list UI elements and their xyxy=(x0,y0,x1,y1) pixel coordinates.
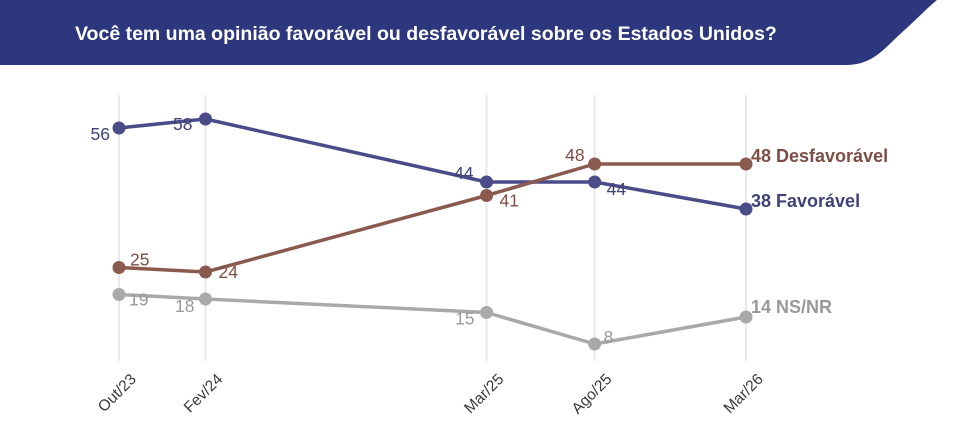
value-label-ns-nr: 18 xyxy=(175,296,194,316)
x-tick-label: Fev/24 xyxy=(181,371,227,417)
x-axis-labels: Out/23 Fev/24 Mar/25 Ago/25 Mar/26 xyxy=(95,371,767,418)
series-end-label-favor-vel: 38 Favorável xyxy=(751,191,860,211)
series-desfavor-vel: 25 24 41 48 48 Desfavorável xyxy=(112,145,888,282)
data-point-ns-nr xyxy=(112,288,126,301)
gridlines xyxy=(118,95,747,361)
value-label-favor-vel: 56 xyxy=(91,124,110,144)
value-label-favor-vel: 44 xyxy=(607,179,627,199)
data-point-ns-nr xyxy=(739,310,753,324)
x-tick-label: Mar/26 xyxy=(721,371,767,417)
value-label-favor-vel: 44 xyxy=(454,163,474,183)
page-title: Você tem uma opinião favorável ou desfav… xyxy=(75,23,777,45)
data-point-desfavor-vel xyxy=(480,189,494,202)
value-label-ns-nr: 15 xyxy=(455,309,474,329)
x-tick-label: Mar/25 xyxy=(461,371,507,417)
x-tick-label: Out/23 xyxy=(95,371,140,416)
data-point-desfavor-vel xyxy=(112,261,126,274)
series-favor-vel: 56 58 44 44 38 Favorável xyxy=(91,112,860,216)
value-label-ns-nr: 8 xyxy=(604,327,614,347)
value-label-desfavor-vel: 48 xyxy=(565,145,584,165)
data-point-ns-nr xyxy=(198,292,212,306)
line-ns-nr xyxy=(117,292,748,346)
series-lines: 19 18 15 8 14 NS/NR 56 58 44 44 38 Favorável 25 24 4… xyxy=(91,112,888,351)
data-point-favor-vel xyxy=(480,175,494,189)
data-point-desfavor-vel xyxy=(739,157,753,171)
data-point-ns-nr xyxy=(480,306,494,319)
value-label-desfavor-vel: 24 xyxy=(218,262,238,282)
data-point-favor-vel xyxy=(112,121,126,135)
x-tick-label: Ago/25 xyxy=(569,371,616,418)
value-label-desfavor-vel: 41 xyxy=(500,191,519,211)
data-point-favor-vel xyxy=(739,202,753,216)
data-point-desfavor-vel xyxy=(588,157,602,171)
data-point-desfavor-vel xyxy=(198,265,212,279)
value-label-favor-vel: 58 xyxy=(173,114,192,134)
series-ns-nr: 19 18 15 8 14 NS/NR xyxy=(112,288,832,351)
series-end-label-ns-nr: 14 NS/NR xyxy=(751,297,832,317)
line-desfavor-vel xyxy=(117,162,748,274)
header-banner xyxy=(0,0,937,65)
data-point-favor-vel xyxy=(588,175,602,189)
data-point-ns-nr xyxy=(588,337,602,351)
data-point-favor-vel xyxy=(198,112,212,126)
value-label-desfavor-vel: 25 xyxy=(130,250,149,270)
series-end-label-desfavor-vel: 48 Desfavorável xyxy=(751,146,888,166)
value-label-ns-nr: 19 xyxy=(129,290,148,310)
